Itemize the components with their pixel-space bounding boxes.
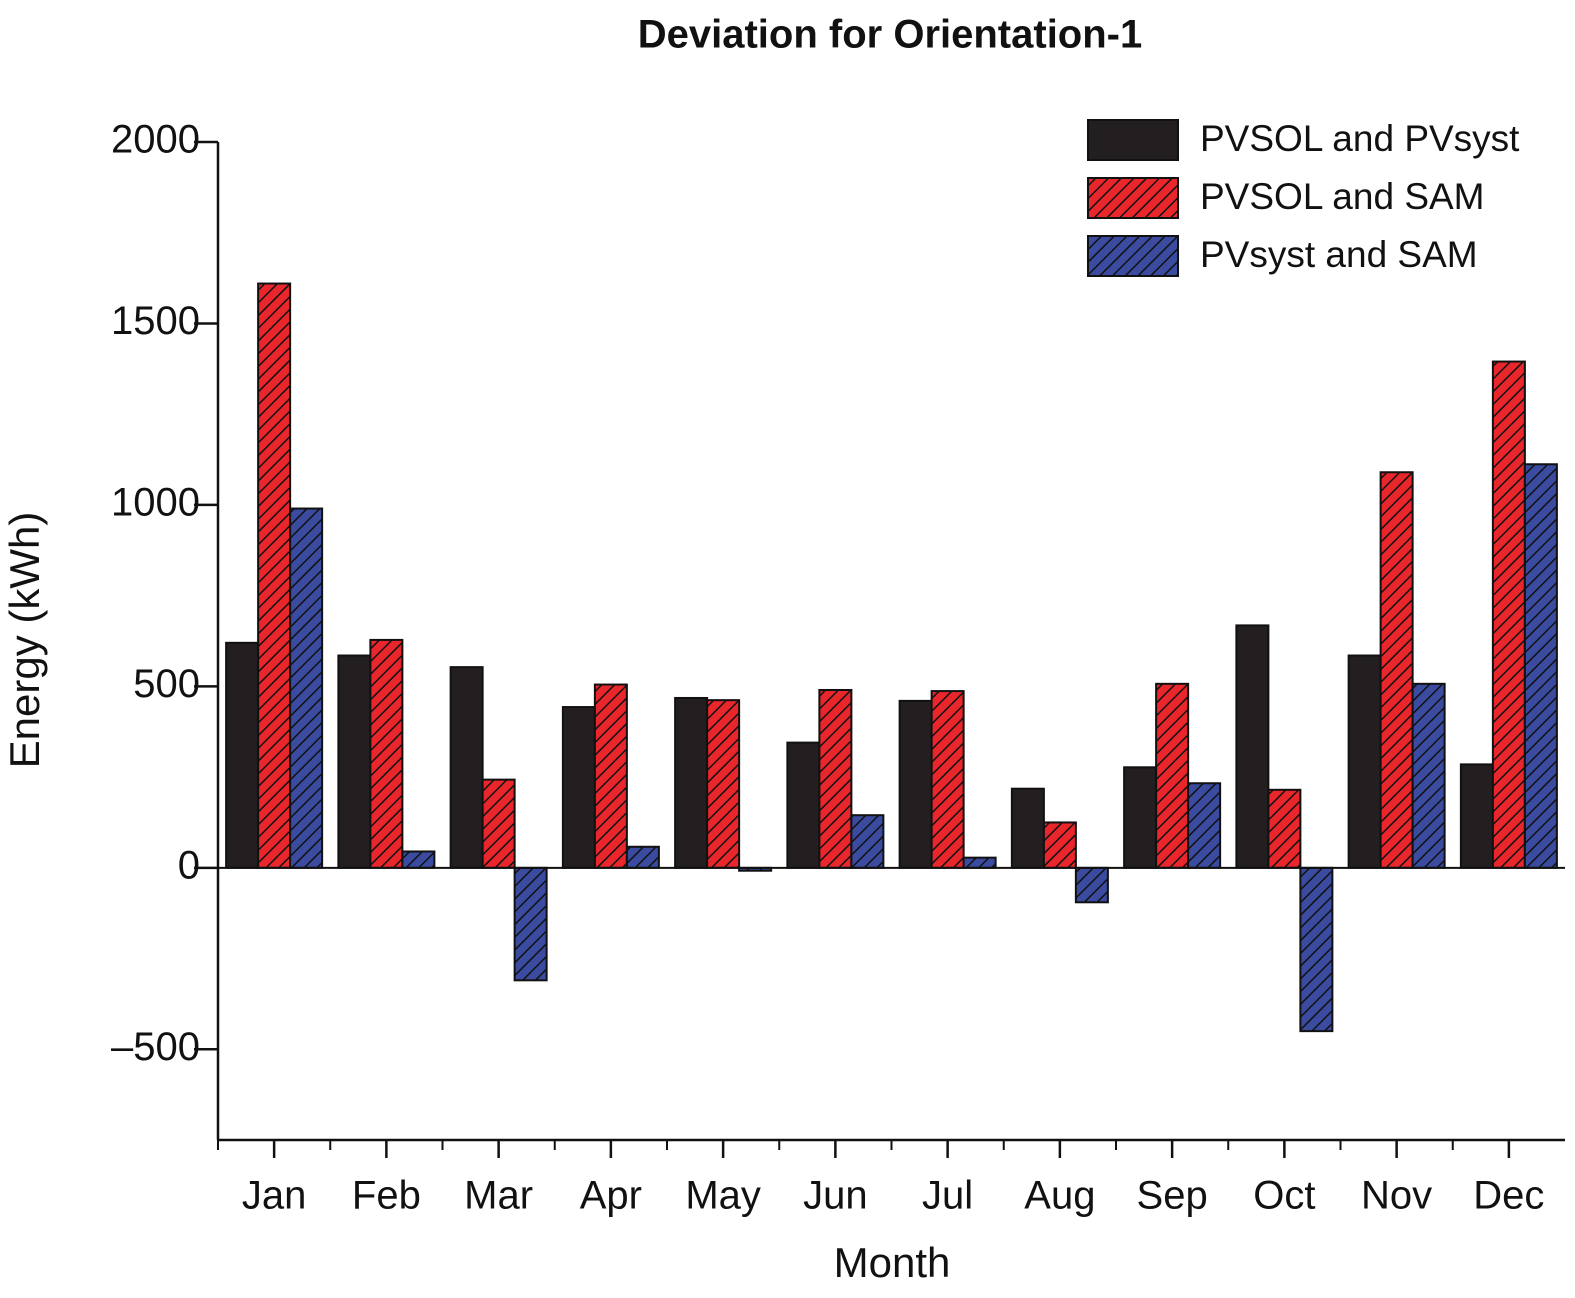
legend-label: PVsyst and SAM	[1200, 234, 1478, 275]
x-tick-label: Jan	[242, 1174, 307, 1218]
bar	[1042, 821, 1077, 869]
bar	[1411, 682, 1446, 869]
x-tick-label: Jun	[803, 1174, 868, 1218]
x-axis-title: Month	[834, 1239, 951, 1286]
bar	[930, 690, 965, 869]
chart-title: Deviation for Orientation-1	[638, 13, 1143, 57]
bar	[1155, 682, 1190, 869]
bar	[818, 688, 853, 869]
legend-swatch	[1087, 235, 1179, 277]
bar	[369, 638, 404, 869]
bar	[1459, 763, 1494, 869]
bar	[1347, 654, 1382, 869]
x-tick-label: May	[685, 1174, 761, 1218]
y-tick-label: 0	[178, 843, 200, 887]
bar	[1187, 782, 1222, 869]
x-tick-label: Sep	[1137, 1174, 1208, 1218]
bar	[401, 850, 436, 869]
bar	[289, 507, 324, 869]
y-axis-title: Energy (kWh)	[1, 512, 48, 769]
y-tick-label: 1500	[111, 299, 200, 343]
bar	[257, 282, 292, 869]
x-tick-label: Aug	[1024, 1174, 1095, 1218]
bar	[674, 696, 709, 869]
y-tick-label: 500	[133, 662, 200, 706]
x-tick-label: Mar	[464, 1174, 533, 1218]
bar	[1074, 866, 1109, 904]
bar	[962, 856, 997, 869]
bar	[1523, 463, 1558, 869]
x-tick-label: Nov	[1361, 1174, 1432, 1218]
bar	[625, 845, 660, 869]
bar	[1299, 866, 1334, 1033]
bar	[850, 814, 885, 869]
legend-label: PVSOL and PVsyst	[1200, 118, 1520, 159]
bar	[1123, 766, 1158, 869]
bar	[593, 683, 628, 869]
legend-swatch	[1087, 119, 1179, 161]
x-tick-label: Dec	[1473, 1174, 1544, 1218]
y-tick-label: 1000	[111, 480, 200, 524]
x-tick-label: Oct	[1253, 1174, 1315, 1218]
bar	[1491, 360, 1526, 869]
y-tick-label: 2000	[111, 118, 200, 162]
bar	[1379, 471, 1414, 869]
x-tick-label: Feb	[352, 1174, 421, 1218]
bar	[481, 778, 516, 869]
bar	[449, 666, 484, 869]
legend-swatch	[1087, 177, 1179, 219]
x-tick-label: Apr	[580, 1174, 642, 1218]
bar	[513, 866, 548, 982]
bar	[337, 654, 372, 869]
legend-label: PVSOL and SAM	[1200, 176, 1485, 217]
y-tick-label: –500	[111, 1025, 200, 1069]
bar	[786, 741, 821, 869]
x-tick-label: Jul	[922, 1174, 973, 1218]
bar	[706, 699, 741, 869]
bar	[561, 706, 596, 869]
bar	[1010, 787, 1045, 869]
bar	[225, 641, 260, 869]
bar	[1267, 788, 1302, 869]
bar	[898, 699, 933, 869]
bar	[1235, 624, 1270, 869]
